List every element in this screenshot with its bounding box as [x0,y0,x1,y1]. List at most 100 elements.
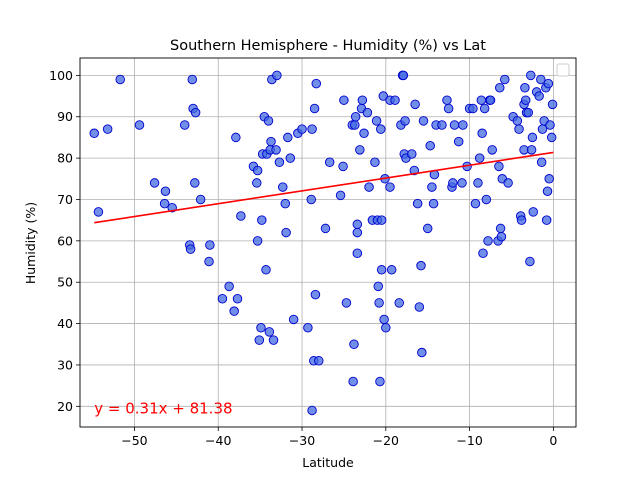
data-point [468,103,478,114]
data-point [546,132,557,143]
data-point [252,178,262,188]
data-point [371,116,382,126]
data-point [268,335,279,345]
data-point [303,322,313,333]
y-tick-label: 90 [57,109,73,124]
data-point [437,120,447,130]
data-point [500,74,510,85]
data-point [159,198,170,209]
data-point [204,256,214,267]
plot-frame [79,57,577,428]
data-point [422,223,433,234]
data-point [352,227,363,238]
data-point [190,178,200,188]
data-point [362,107,373,118]
regression-equation: y = 0.31x + 81.38 [94,399,232,417]
y-tick-label: 80 [57,151,73,166]
axes [79,57,577,428]
data-point [376,124,386,134]
data-point [516,215,527,225]
x-tick-label: −30 [289,433,315,448]
data-point [428,198,439,209]
data-point [378,91,389,101]
data-point [457,178,467,188]
data-point [271,145,281,155]
data-point [412,198,423,209]
regression-line-group [94,151,554,224]
data-point [352,219,363,230]
data-point [525,256,535,267]
axis-ticks: −50 −40 −30 −20 −10 0 20 30 40 50 60 70 80 90 100 [49,68,557,448]
data-point [341,298,352,308]
data-point [288,314,299,325]
data-point [278,182,288,192]
data-point [335,190,346,201]
data-point [134,120,145,130]
data-point [115,74,125,85]
data-point [272,70,282,81]
data-point [542,186,553,196]
data-point [470,198,481,209]
data-point [526,145,537,155]
data-point [324,157,335,167]
empty-legend [556,63,570,77]
data-point [338,161,348,172]
data-point [374,298,384,308]
data-point [473,178,483,188]
data-point [547,99,558,110]
data-point [407,149,417,159]
data-point [514,124,524,134]
data-point [477,128,487,139]
data-point [355,145,365,155]
data-point [520,83,530,93]
data-point [283,132,293,143]
data-point [252,165,263,176]
data-point [314,356,324,366]
regression-line [94,151,554,224]
data-point [520,95,531,105]
data-point [285,153,296,163]
data-point [306,194,316,205]
data-point [309,103,320,114]
x-tick-label: −40 [205,433,231,448]
data-point [373,281,384,292]
data-point [410,99,420,110]
data-point [350,111,361,122]
data-point [536,74,546,85]
data-point [534,91,544,101]
data-point [385,182,395,192]
data-point [310,289,321,300]
x-axis-label: Latitude [302,455,354,470]
data-point [474,153,485,163]
data-point [231,132,241,143]
data-point [416,260,426,271]
data-point [93,207,104,217]
y-tick-label: 70 [57,192,73,207]
data-point [236,211,246,221]
data-point [339,95,349,105]
data-point [528,207,539,217]
data-point [483,236,493,246]
data-point [442,95,452,105]
data-point [495,83,505,93]
x-tick-label: −50 [121,433,147,448]
y-tick-label: 40 [57,316,73,331]
data-point [512,116,523,126]
data-point [390,95,400,105]
x-tick-label: −10 [456,433,482,448]
y-tick-label: 100 [49,68,73,83]
data-point [476,95,487,105]
data-point [187,74,198,85]
data-point [443,103,454,114]
data-point [386,265,397,275]
data-point [394,298,404,308]
data-point [479,103,490,114]
data-point [375,376,385,387]
data-point [376,215,387,225]
data-point [297,124,307,134]
x-tick-label: −20 [373,433,399,448]
data-point [427,182,437,192]
data-point [179,120,190,130]
data-point [425,140,435,151]
